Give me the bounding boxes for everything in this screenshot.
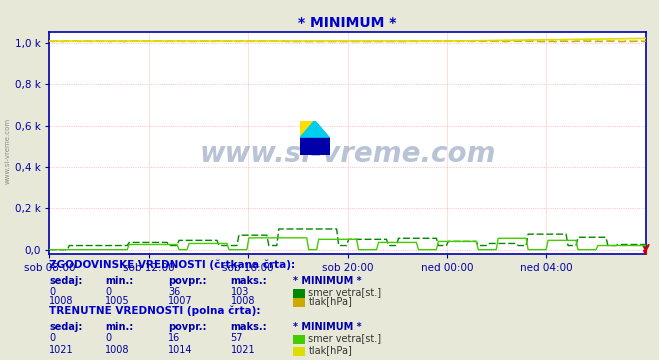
Text: 16: 16 bbox=[168, 333, 181, 343]
Text: 1021: 1021 bbox=[231, 345, 255, 355]
Text: 103: 103 bbox=[231, 287, 249, 297]
Text: 1008: 1008 bbox=[49, 296, 74, 306]
Text: tlak[hPa]: tlak[hPa] bbox=[308, 296, 353, 306]
Text: smer vetra[st.]: smer vetra[st.] bbox=[308, 333, 382, 343]
Text: www.si-vreme.com: www.si-vreme.com bbox=[200, 140, 496, 168]
Text: 0: 0 bbox=[49, 287, 55, 297]
Text: 1014: 1014 bbox=[168, 345, 192, 355]
Text: 1005: 1005 bbox=[105, 296, 130, 306]
Text: 0: 0 bbox=[105, 287, 111, 297]
Text: www.si-vreme.com: www.si-vreme.com bbox=[5, 118, 11, 184]
Polygon shape bbox=[300, 121, 315, 138]
Polygon shape bbox=[300, 121, 330, 138]
Text: ZGODOVINSKE VREDNOSTI (črtkana črta):: ZGODOVINSKE VREDNOSTI (črtkana črta): bbox=[49, 260, 295, 270]
Text: 57: 57 bbox=[231, 333, 243, 343]
Polygon shape bbox=[300, 138, 330, 155]
Text: 0: 0 bbox=[105, 333, 111, 343]
Text: 0: 0 bbox=[49, 333, 55, 343]
Text: 36: 36 bbox=[168, 287, 181, 297]
Text: 1007: 1007 bbox=[168, 296, 192, 306]
Text: min.:: min.: bbox=[105, 322, 134, 332]
Text: povpr.:: povpr.: bbox=[168, 322, 206, 332]
Text: tlak[hPa]: tlak[hPa] bbox=[308, 345, 353, 355]
Text: 1008: 1008 bbox=[231, 296, 255, 306]
Text: maks.:: maks.: bbox=[231, 276, 268, 287]
Text: min.:: min.: bbox=[105, 276, 134, 287]
Text: TRENUTNE VREDNOSTI (polna črta):: TRENUTNE VREDNOSTI (polna črta): bbox=[49, 305, 261, 316]
Text: 1021: 1021 bbox=[49, 345, 74, 355]
Text: 1008: 1008 bbox=[105, 345, 130, 355]
Text: * MINIMUM *: * MINIMUM * bbox=[293, 322, 362, 332]
Text: smer vetra[st.]: smer vetra[st.] bbox=[308, 287, 382, 297]
Text: povpr.:: povpr.: bbox=[168, 276, 206, 287]
Text: sedaj:: sedaj: bbox=[49, 276, 83, 287]
Text: * MINIMUM *: * MINIMUM * bbox=[293, 276, 362, 287]
Text: maks.:: maks.: bbox=[231, 322, 268, 332]
Text: sedaj:: sedaj: bbox=[49, 322, 83, 332]
Title: * MINIMUM *: * MINIMUM * bbox=[299, 16, 397, 30]
